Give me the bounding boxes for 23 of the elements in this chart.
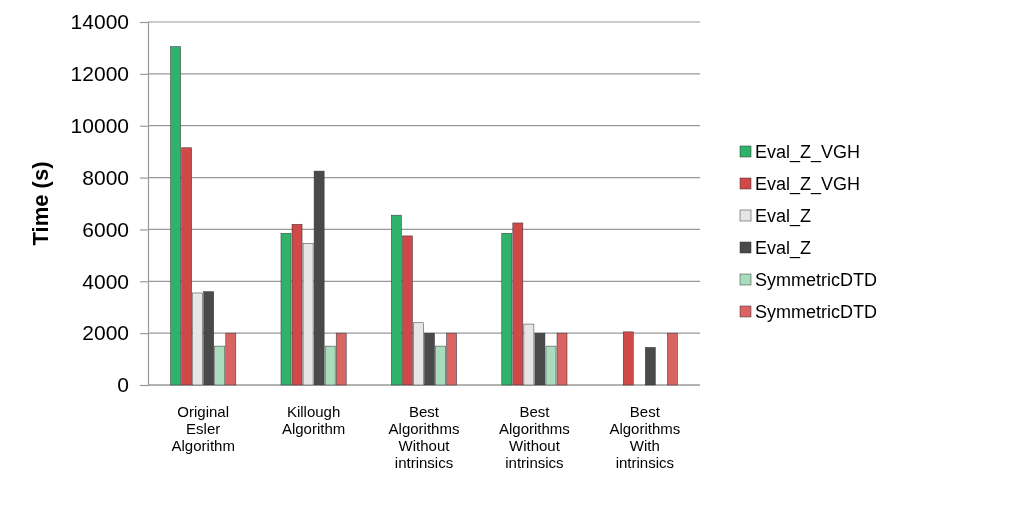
x-tick-label: Best Algorithms Without intrinsics	[498, 402, 570, 472]
x-tick-label: Killough Algorithm	[281, 402, 346, 437]
y-tick-label: 14000	[70, 10, 129, 34]
y-axis-title: Time (s)	[28, 161, 53, 246]
bar	[622, 331, 634, 386]
x-tick-label: Best Algorithms Without intrinsics	[388, 402, 460, 472]
legend-label: Eval_Z_VGH	[755, 142, 861, 164]
y-tick-label: 8000	[82, 165, 129, 189]
y-tick-label: 0	[117, 373, 129, 397]
legend-label: Eval_Z	[755, 206, 812, 228]
bar	[667, 332, 678, 386]
y-tick-label: 4000	[82, 269, 129, 293]
legend-label: SymmetricDTD	[755, 302, 877, 323]
y-tick-label: 6000	[82, 217, 129, 241]
legend-label: SymmetricDTD	[755, 270, 877, 291]
y-tick-label: 2000	[82, 321, 129, 345]
bar	[645, 347, 656, 386]
legend-label: Eval_Z_VGH	[755, 174, 861, 196]
x-tick-label: Best Algorithms With intrinsics	[609, 402, 681, 472]
y-tick-label: 12000	[70, 62, 129, 86]
legend-label: Eval_Z	[755, 238, 812, 260]
y-tick-label: 10000	[70, 113, 129, 137]
x-tick-label: Original Esler Algorithm	[171, 402, 235, 454]
